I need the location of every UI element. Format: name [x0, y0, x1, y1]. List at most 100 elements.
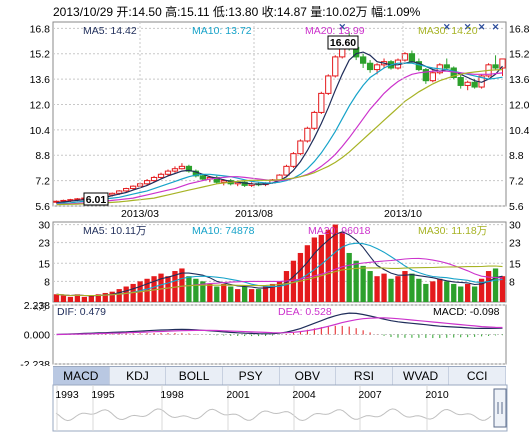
- macd-legend-dea: DEA: 0.528: [278, 306, 332, 318]
- candle-body: [366, 62, 374, 71]
- tab-rsi[interactable]: RSI: [336, 367, 393, 385]
- overview-year-label: 2001: [226, 389, 250, 401]
- event-marker: ✕: [338, 22, 346, 32]
- event-marker: ✕: [443, 22, 451, 32]
- candle-body: [192, 170, 200, 177]
- candle-body: [457, 77, 464, 86]
- volume-bar: [228, 286, 234, 302]
- candle-body: [359, 56, 367, 64]
- legend-ma20: MA20: 13.99: [305, 25, 365, 37]
- tab-psy[interactable]: PSY: [223, 367, 280, 385]
- candle-body: [492, 64, 499, 69]
- ma-line-ma10: [56, 62, 503, 205]
- volume-bar: [325, 229, 331, 302]
- volume-y-tick-left: 15: [38, 258, 50, 270]
- macd-legend-dif: DIF: 0.479: [57, 306, 106, 318]
- volume-bar: [269, 283, 276, 302]
- macd-y-tick: -2.238: [20, 359, 50, 366]
- volume-bar: [193, 278, 199, 302]
- candle-body: [213, 176, 220, 183]
- candle-body: [185, 165, 193, 172]
- vol-legend-ma20: MA20: 96018: [308, 225, 371, 237]
- quote-line: 2013/10/29 开:14.50 高:15.11 低:13.80 收:14.…: [53, 5, 421, 19]
- x-axis-label: 2013/03: [121, 208, 159, 220]
- volume-bar: [207, 283, 213, 302]
- vol-legend-ma5: MA5: 10.11万: [83, 225, 146, 237]
- volume-bar: [492, 268, 499, 302]
- price-y-tick-right: 15.2: [509, 49, 529, 61]
- candle-body: [443, 64, 450, 69]
- candle-body: [297, 140, 304, 155]
- price-y-tick-right: 5.6: [509, 201, 524, 213]
- volume-bar: [437, 278, 443, 302]
- volume-bar: [255, 289, 262, 302]
- price-y-tick-right: 12.0: [509, 99, 529, 111]
- candle-body: [401, 53, 409, 61]
- volume-bar: [485, 271, 492, 302]
- candle-body: [422, 69, 430, 82]
- tab-wvad[interactable]: WVAD: [393, 367, 450, 385]
- x-axis-label: 2013/08: [235, 208, 273, 220]
- volume-y-tick-left: 23: [38, 238, 50, 250]
- volume-bar: [283, 271, 290, 302]
- volume-bar: [353, 260, 359, 302]
- ma-line-ma30: [56, 69, 503, 206]
- overview-navigator[interactable]: 1993 1995 1998 2001 2004 2007 2010: [0, 384, 529, 433]
- event-marker: ✕: [478, 22, 486, 32]
- price-y-tick-left: 8.8: [35, 150, 50, 162]
- volume-y-tick-left: 8: [44, 276, 50, 288]
- volume-bar: [430, 281, 436, 302]
- volume-bar: [74, 294, 81, 302]
- price-y-tick-right: 8.8: [509, 150, 524, 162]
- event-marker: ✕: [464, 22, 472, 32]
- candle-body: [429, 72, 436, 82]
- price-y-tick-left: 15.2: [30, 49, 51, 61]
- volume-bar: [151, 276, 157, 302]
- volume-bar: [499, 276, 506, 302]
- volume-bar: [318, 234, 324, 302]
- candle-body: [325, 75, 332, 94]
- volume-bar: [53, 294, 60, 302]
- volume-unit-label: x万: [34, 302, 48, 312]
- tab-cci[interactable]: CCI: [449, 367, 506, 385]
- candle-body: [143, 180, 151, 185]
- volume-bar: [388, 278, 394, 302]
- volume-bar: [172, 271, 178, 302]
- candle-body: [408, 53, 416, 63]
- price-y-tick-left: 13.6: [30, 74, 51, 86]
- overview-year-label: 1995: [91, 389, 115, 401]
- candle-body: [373, 64, 381, 71]
- legend-ma30: MA30: 14.20: [418, 25, 478, 37]
- stock-chart-svg: 5.6 5.6 7.2 7.2 8.8 8.8 10.4 10.4 12.0 12.0 13.6 13…: [20, 21, 529, 366]
- candle-body: [471, 81, 478, 88]
- tab-macd[interactable]: MACD: [53, 367, 110, 385]
- volume-bar: [478, 278, 485, 302]
- overview-year-label: 2007: [358, 389, 382, 401]
- overview-range-handle: [493, 388, 507, 428]
- candle-body: [129, 185, 137, 190]
- volume-y-tick-right: 23: [509, 238, 521, 250]
- volume-bar: [109, 291, 115, 302]
- macd-dea-line: [56, 317, 503, 336]
- volume-bar: [81, 296, 88, 302]
- candle-body: [164, 170, 172, 175]
- vol-legend-ma30: MA30: 11.18万: [418, 225, 487, 237]
- high-callout: 16.60: [330, 37, 356, 49]
- tab-boll[interactable]: BOLL: [166, 367, 223, 385]
- volume-bar: [165, 276, 171, 302]
- candle-body: [116, 190, 123, 194]
- volume-bar: [116, 289, 122, 302]
- tab-obv[interactable]: OBV: [280, 367, 337, 385]
- volume-bar: [367, 271, 373, 302]
- volume-bar: [346, 252, 352, 302]
- volume-bar: [67, 296, 74, 302]
- overview-year-label: 2010: [425, 389, 449, 401]
- price-y-tick-left: 5.6: [35, 201, 50, 213]
- low-callout: 6.01: [86, 194, 107, 206]
- tab-kdj[interactable]: KDJ: [110, 367, 167, 385]
- volume-bar: [221, 283, 227, 302]
- volume-bar: [416, 278, 422, 302]
- low-callout-box: [83, 192, 109, 206]
- volume-bar: [242, 286, 248, 302]
- volume-y-tick-right: 15: [509, 258, 521, 270]
